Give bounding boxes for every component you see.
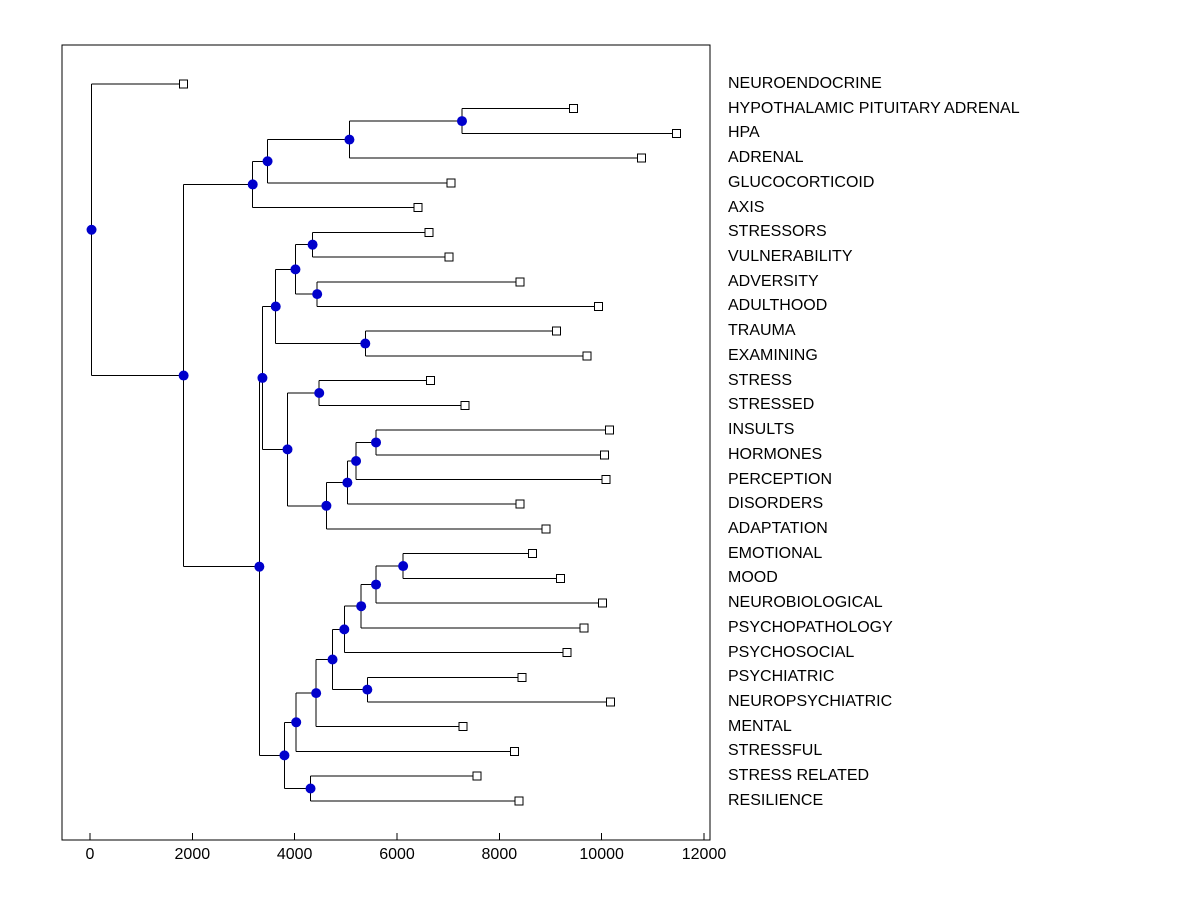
cluster-node-dot: [371, 579, 382, 590]
leaf-label: GLUCOCORTICOID: [728, 173, 875, 191]
cluster-node-dot: [257, 372, 268, 383]
cluster-node-dot: [342, 477, 353, 488]
leaf-marker-square: [556, 573, 566, 583]
leaf-label: MOOD: [728, 569, 778, 587]
leaf-label: HORMONES: [728, 445, 823, 463]
leaf-label: AXIS: [728, 198, 765, 216]
cluster-node-dot: [321, 500, 332, 511]
leaf-label: NEUROENDOCRINE: [728, 75, 882, 92]
leaf-marker-square: [446, 178, 456, 188]
leaf-label: HYPOTHALAMIC PITUITARY ADRENAL: [728, 99, 1020, 117]
leaf-label: RESILIENCE: [728, 791, 824, 809]
cluster-node-dot: [311, 688, 322, 699]
x-tick-label: 8000: [481, 846, 518, 863]
leaf-label: STRESSFUL: [728, 742, 823, 760]
leaf-label: STRESSED: [728, 396, 815, 414]
cluster-node-dot: [291, 717, 302, 728]
leaf-marker-square: [600, 450, 610, 460]
cluster-node-dot: [279, 750, 290, 761]
leaf-marker-square: [425, 376, 435, 386]
leaf-marker-square: [413, 203, 423, 213]
leaf-marker-square: [601, 475, 611, 485]
cluster-node-dot: [312, 289, 323, 300]
leaf-label: MENTAL: [728, 717, 792, 735]
cluster-node-dot: [456, 116, 467, 127]
leaf-label: INSULTS: [728, 421, 795, 439]
cluster-node-dot: [360, 338, 371, 349]
leaf-marker-square: [444, 252, 454, 262]
x-tick-label: 4000: [276, 846, 313, 863]
leaf-marker-square: [458, 722, 468, 732]
leaf-marker-square: [598, 598, 608, 608]
leaf-marker-square: [424, 227, 434, 237]
cluster-node-dot: [290, 264, 301, 275]
cluster-node-dot: [371, 437, 382, 448]
leaf-marker-square: [569, 104, 579, 114]
leaf-label: STRESS: [728, 371, 793, 389]
x-tick-label: 2000: [174, 846, 211, 863]
cluster-node-dot: [270, 301, 281, 312]
leaf-marker-square: [579, 623, 589, 633]
leaf-label: STRESSORS: [728, 223, 827, 241]
x-tick-label: 10000: [579, 846, 624, 863]
leaf-marker-square: [594, 301, 604, 311]
cluster-node-dot: [86, 224, 97, 235]
cluster-node-dot: [398, 561, 409, 572]
leaf-marker-square: [541, 524, 551, 534]
x-tick-label: 0: [85, 846, 95, 863]
leaf-label: HPA: [728, 124, 760, 142]
leaf-marker-square: [514, 796, 524, 806]
leaf-label: PSYCHIATRIC: [728, 668, 835, 686]
cluster-node-dot: [362, 684, 373, 695]
leaf-label: PSYCHOSOCIAL: [728, 643, 855, 661]
leaf-marker-square: [637, 153, 647, 163]
x-tick-label: 6000: [379, 846, 415, 863]
leaf-marker-square: [460, 400, 470, 410]
cluster-node-dot: [344, 134, 355, 145]
leaf-marker-square: [528, 549, 538, 559]
leaf-label: TRAUMA: [728, 322, 796, 340]
cluster-node-dot: [351, 455, 362, 466]
cluster-node-dot: [254, 561, 265, 572]
cluster-node-dot: [282, 444, 293, 455]
leaf-label: NEUROBIOLOGICAL: [728, 594, 883, 612]
cluster-node-dot: [307, 239, 318, 250]
leaf-label: NEUROPSYCHIATRIC: [728, 693, 893, 710]
leaf-marker-square: [582, 351, 592, 361]
leaf-marker-square: [671, 128, 681, 138]
leaf-marker-square: [179, 79, 189, 89]
leaf-marker-square: [552, 326, 562, 336]
leaf-label: VULNERABILITY: [728, 248, 853, 266]
leaf-marker-square: [604, 425, 614, 435]
leaf-marker-square: [515, 277, 525, 287]
cluster-node-dot: [339, 624, 350, 635]
leaf-label: DISORDERS: [728, 495, 824, 513]
leaf-label: EMOTIONAL: [728, 544, 823, 562]
leaf-label: PSYCHOPATHOLOGY: [728, 618, 893, 636]
cluster-node-dot: [305, 783, 316, 794]
axes-box: [61, 44, 711, 841]
leaf-marker-square: [472, 771, 482, 781]
leaf-marker-square: [510, 746, 520, 756]
leaf-marker-square: [562, 648, 572, 658]
cluster-node-dot: [247, 179, 258, 190]
leaf-label: ADRENAL: [728, 149, 804, 167]
cluster-node-dot: [356, 601, 367, 612]
leaf-label: ADULTHOOD: [728, 297, 828, 315]
leaf-marker-square: [515, 499, 525, 509]
leaf-label: EXAMINING: [728, 346, 818, 364]
x-tick-label: 12000: [681, 846, 727, 863]
leaf-label: ADAPTATION: [728, 519, 828, 537]
leaf-label: STRESS RELATED: [728, 767, 870, 785]
leaf-marker-square: [517, 672, 527, 682]
cluster-node-dot: [314, 388, 325, 398]
leaf-marker-square: [605, 697, 615, 707]
leaf-label: ADVERSITY: [728, 272, 819, 290]
cluster-node-dot: [327, 654, 338, 665]
leaf-label: PERCEPTION: [728, 470, 833, 488]
cluster-node-dot: [178, 370, 189, 381]
cluster-node-dot: [262, 156, 273, 167]
